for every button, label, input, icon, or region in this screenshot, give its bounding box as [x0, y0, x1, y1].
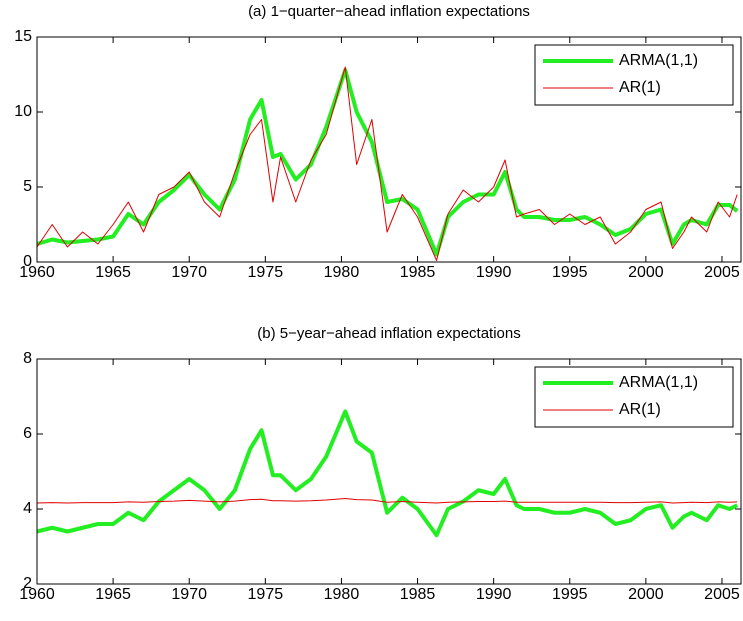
- legend-label: AR(1): [619, 79, 661, 96]
- chart-title: (a) 1−quarter−ahead inflation expectatio…: [248, 3, 530, 20]
- series-line: [36, 409, 739, 538]
- x-tick-label: 2005: [704, 586, 740, 603]
- x-tick-label: 1965: [95, 264, 131, 281]
- x-tick-label: 1975: [248, 586, 284, 603]
- series-line: [36, 498, 738, 504]
- x-tick-label: 1980: [324, 586, 360, 603]
- y-tick-label: 6: [23, 425, 32, 442]
- legend-box: [534, 366, 734, 428]
- y-tick-label: 4: [23, 500, 32, 517]
- x-tick-label: 2000: [628, 586, 664, 603]
- x-tick-label: 1995: [552, 586, 588, 603]
- series-line: [36, 68, 739, 257]
- x-tick-label: 1985: [400, 264, 436, 281]
- x-tick-label: 1995: [552, 264, 588, 281]
- x-tick-label: 1960: [19, 586, 55, 603]
- x-tick-label: 1970: [171, 586, 207, 603]
- axes-box: [36, 358, 742, 585]
- y-tick-label: 2: [23, 575, 32, 592]
- x-tick-label: 1960: [19, 264, 55, 281]
- x-tick-label: 1965: [95, 586, 131, 603]
- legend-label: ARMA(1,1): [619, 374, 698, 391]
- y-tick-label: 0: [23, 253, 32, 270]
- x-tick-label: 1990: [476, 586, 512, 603]
- x-tick-label: 1970: [171, 264, 207, 281]
- x-tick-label: 1975: [248, 264, 284, 281]
- y-tick-label: 8: [23, 350, 32, 367]
- x-tick-label: 1990: [476, 264, 512, 281]
- x-tick-label: 1980: [324, 264, 360, 281]
- y-tick-label: 5: [23, 178, 32, 195]
- x-tick-label: 1985: [400, 586, 436, 603]
- x-tick-label: 2005: [704, 264, 740, 281]
- y-tick-label: 15: [14, 28, 32, 45]
- y-tick-label: 10: [14, 103, 32, 120]
- x-tick-label: 2000: [628, 264, 664, 281]
- chart-title: (b) 5−year−ahead inflation expectations: [257, 325, 521, 342]
- legend-box: [534, 44, 734, 106]
- legend-label: ARMA(1,1): [619, 52, 698, 69]
- axes-box: [36, 36, 742, 263]
- legend-label: AR(1): [619, 401, 661, 418]
- series-line: [36, 66, 738, 261]
